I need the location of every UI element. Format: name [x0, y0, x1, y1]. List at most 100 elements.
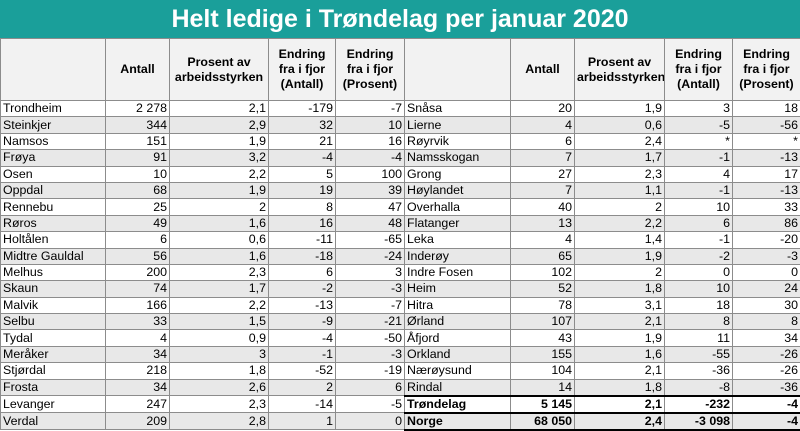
- header-antall-right: Antall: [511, 39, 575, 101]
- right-municipality-cell: Indre Fosen: [405, 264, 511, 280]
- left-antall-cell: 56: [106, 248, 170, 264]
- left-municipality-cell: Verdal: [1, 413, 106, 430]
- header-endring-antall-right: Endring fra i fjor (Antall): [665, 39, 733, 101]
- right-prosent-cell: 2,4: [575, 413, 665, 430]
- right-antall-cell: 14: [511, 379, 575, 396]
- right-prosent-cell: 2,1: [575, 396, 665, 413]
- right-endring-prosent-cell: *: [733, 133, 800, 149]
- left-prosent-cell: 2,6: [170, 379, 269, 396]
- left-antall-cell: 344: [106, 117, 170, 133]
- left-prosent-cell: 3,2: [170, 150, 269, 166]
- right-endring-prosent-cell: -26: [733, 363, 800, 379]
- left-municipality-cell: Oppdal: [1, 182, 106, 198]
- left-endring-antall-cell: -2: [269, 281, 336, 297]
- left-antall-cell: 209: [106, 413, 170, 430]
- left-prosent-cell: 2,3: [170, 396, 269, 413]
- left-endring-antall-cell: 6: [269, 264, 336, 280]
- left-endring-antall-cell: -9: [269, 314, 336, 330]
- left-endring-prosent-cell: -5: [336, 396, 405, 413]
- right-endring-antall-cell: -3 098: [665, 413, 733, 430]
- right-endring-prosent-cell: -13: [733, 182, 800, 198]
- left-municipality-cell: Namsos: [1, 133, 106, 149]
- right-antall-cell: 102: [511, 264, 575, 280]
- right-endring-prosent-cell: 0: [733, 264, 800, 280]
- unemployment-table: Antall Prosent av arbeidsstyrken Endring…: [0, 38, 800, 431]
- right-endring-prosent-cell: -56: [733, 117, 800, 133]
- right-antall-cell: 43: [511, 330, 575, 346]
- left-endring-antall-cell: -14: [269, 396, 336, 413]
- right-municipality-cell: Rindal: [405, 379, 511, 396]
- left-prosent-cell: 2,2: [170, 166, 269, 182]
- left-endring-prosent-cell: -3: [336, 346, 405, 362]
- right-prosent-cell: 3,1: [575, 297, 665, 313]
- left-prosent-cell: 1,5: [170, 314, 269, 330]
- left-endring-prosent-cell: 16: [336, 133, 405, 149]
- left-endring-antall-cell: -179: [269, 101, 336, 117]
- left-prosent-cell: 2,1: [170, 101, 269, 117]
- right-antall-cell: 52: [511, 281, 575, 297]
- right-antall-cell: 40: [511, 199, 575, 215]
- right-endring-antall-cell: -55: [665, 346, 733, 362]
- right-prosent-cell: 1,9: [575, 248, 665, 264]
- right-endring-antall-cell: 18: [665, 297, 733, 313]
- right-endring-prosent-cell: -36: [733, 379, 800, 396]
- left-endring-prosent-cell: -7: [336, 297, 405, 313]
- left-endring-antall-cell: 19: [269, 182, 336, 198]
- right-endring-prosent-cell: -20: [733, 232, 800, 248]
- right-prosent-cell: 1,1: [575, 182, 665, 198]
- left-municipality-cell: Trondheim: [1, 101, 106, 117]
- left-endring-prosent-cell: 39: [336, 182, 405, 198]
- right-antall-cell: 155: [511, 346, 575, 362]
- left-prosent-cell: 3: [170, 346, 269, 362]
- right-antall-cell: 13: [511, 215, 575, 231]
- right-municipality-cell: Åfjord: [405, 330, 511, 346]
- right-endring-prosent-cell: -26: [733, 346, 800, 362]
- left-antall-cell: 151: [106, 133, 170, 149]
- right-endring-prosent-cell: 17: [733, 166, 800, 182]
- right-prosent-cell: 2: [575, 199, 665, 215]
- left-endring-antall-cell: 16: [269, 215, 336, 231]
- left-endring-prosent-cell: -19: [336, 363, 405, 379]
- left-prosent-cell: 1,6: [170, 215, 269, 231]
- right-endring-prosent-cell: 86: [733, 215, 800, 231]
- right-antall-cell: 4: [511, 232, 575, 248]
- left-antall-cell: 25: [106, 199, 170, 215]
- left-endring-antall-cell: -4: [269, 330, 336, 346]
- left-antall-cell: 4: [106, 330, 170, 346]
- right-endring-antall-cell: 6: [665, 215, 733, 231]
- left-endring-prosent-cell: 100: [336, 166, 405, 182]
- right-prosent-cell: 2: [575, 264, 665, 280]
- header-municipality-right: [405, 39, 511, 101]
- right-endring-antall-cell: 10: [665, 281, 733, 297]
- left-prosent-cell: 2,8: [170, 413, 269, 430]
- left-prosent-cell: 1,7: [170, 281, 269, 297]
- right-municipality-cell: Flatanger: [405, 215, 511, 231]
- right-prosent-cell: 2,2: [575, 215, 665, 231]
- left-antall-cell: 200: [106, 264, 170, 280]
- right-prosent-cell: 1,7: [575, 150, 665, 166]
- left-endring-antall-cell: -13: [269, 297, 336, 313]
- left-endring-prosent-cell: -3: [336, 281, 405, 297]
- right-municipality-cell: Lierne: [405, 117, 511, 133]
- header-antall-left: Antall: [106, 39, 170, 101]
- right-endring-antall-cell: -1: [665, 232, 733, 248]
- left-endring-antall-cell: 1: [269, 413, 336, 430]
- left-antall-cell: 247: [106, 396, 170, 413]
- left-municipality-cell: Selbu: [1, 314, 106, 330]
- right-endring-antall-cell: 10: [665, 199, 733, 215]
- right-municipality-cell: Grong: [405, 166, 511, 182]
- right-antall-cell: 68 050: [511, 413, 575, 430]
- left-endring-antall-cell: -18: [269, 248, 336, 264]
- left-endring-antall-cell: 21: [269, 133, 336, 149]
- right-prosent-cell: 1,9: [575, 330, 665, 346]
